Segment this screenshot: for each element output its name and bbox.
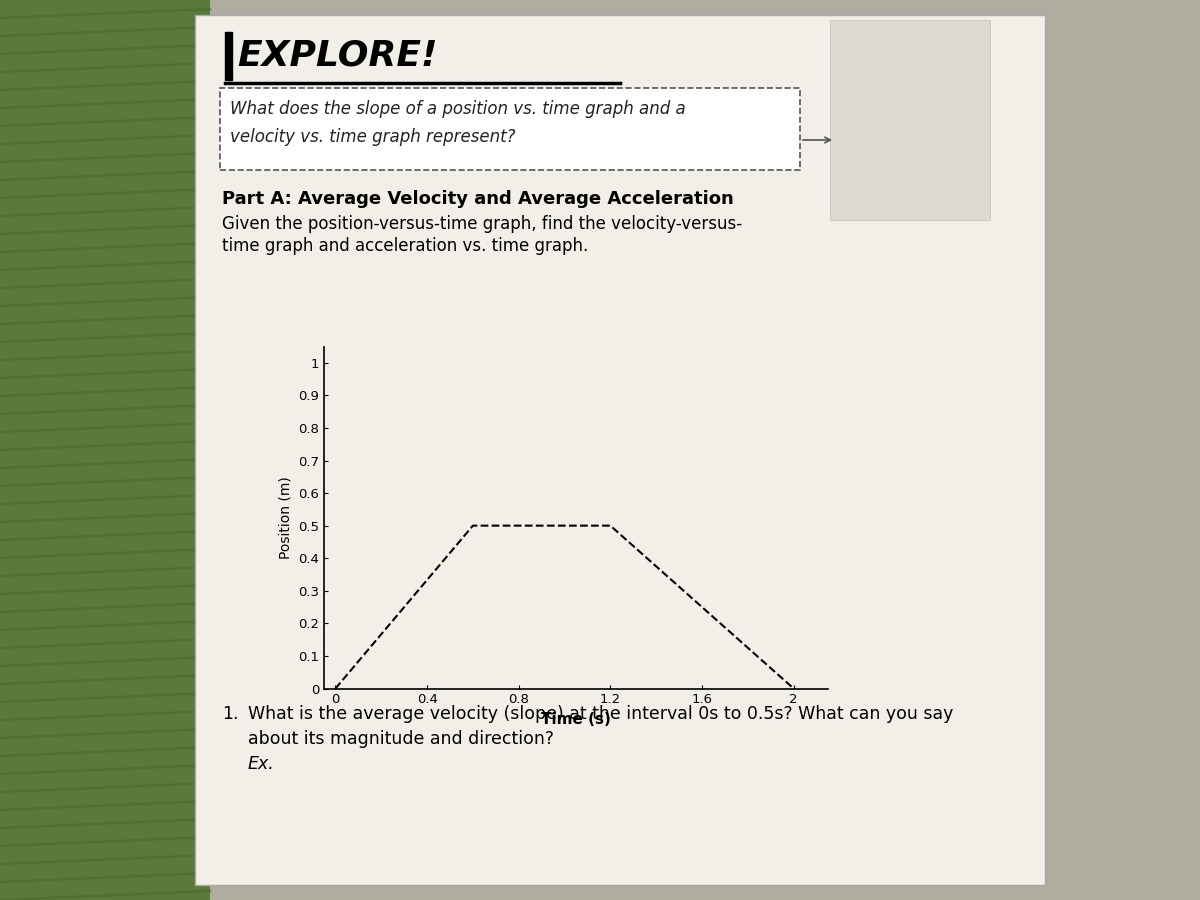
X-axis label: Time (s): Time (s) [541,712,611,727]
Bar [0,0,210,900]
Bar [226,32,232,80]
FancyBboxPatch shape [220,88,800,170]
Text: 1.: 1. [222,705,239,723]
Text: Given the position-versus-time graph, find the velocity-versus-: Given the position-versus-time graph, fi… [222,215,742,233]
Text: What does the slope of a position vs. time graph and a: What does the slope of a position vs. ti… [230,100,685,118]
Text: velocity vs. time graph represent?: velocity vs. time graph represent? [230,128,516,146]
Bar [210,0,1200,900]
Text: time graph and acceleration vs. time graph.: time graph and acceleration vs. time gra… [222,237,588,255]
Bar [830,20,990,220]
Text: Ex.: Ex. [248,755,275,773]
Text: EXPLORE!: EXPLORE! [238,38,438,72]
Text: Part A: Average Velocity and Average Acceleration: Part A: Average Velocity and Average Acc… [222,190,733,208]
FancyBboxPatch shape [194,15,1045,885]
Y-axis label: Position (m): Position (m) [278,476,293,559]
Text: about its magnitude and direction?: about its magnitude and direction? [248,730,554,748]
Text: What is the average velocity (slope) at the interval 0s to 0.5s? What can you sa: What is the average velocity (slope) at … [248,705,953,723]
